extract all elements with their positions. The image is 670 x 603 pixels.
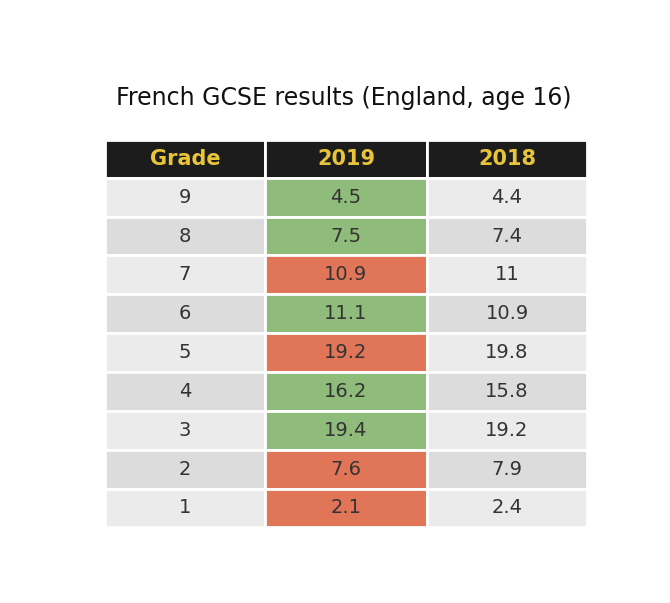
FancyBboxPatch shape — [265, 333, 427, 372]
Text: 19.2: 19.2 — [324, 343, 368, 362]
Text: 4.5: 4.5 — [330, 188, 362, 207]
Text: 9: 9 — [179, 188, 191, 207]
Text: 3: 3 — [179, 421, 191, 440]
FancyBboxPatch shape — [105, 488, 265, 528]
FancyBboxPatch shape — [427, 411, 588, 450]
FancyBboxPatch shape — [265, 178, 427, 216]
FancyBboxPatch shape — [105, 333, 265, 372]
Text: 7.5: 7.5 — [330, 227, 362, 245]
Text: 2019: 2019 — [317, 149, 375, 169]
FancyBboxPatch shape — [427, 216, 588, 256]
FancyBboxPatch shape — [265, 411, 427, 450]
Text: 11: 11 — [494, 265, 519, 285]
FancyBboxPatch shape — [265, 294, 427, 333]
Text: 19.4: 19.4 — [324, 421, 368, 440]
Text: 8: 8 — [179, 227, 191, 245]
FancyBboxPatch shape — [427, 488, 588, 528]
Text: 4: 4 — [179, 382, 191, 401]
FancyBboxPatch shape — [265, 216, 427, 256]
Text: 5: 5 — [179, 343, 191, 362]
FancyBboxPatch shape — [427, 333, 588, 372]
Text: 10.9: 10.9 — [324, 265, 368, 285]
FancyBboxPatch shape — [427, 372, 588, 411]
Text: 7.9: 7.9 — [492, 459, 523, 479]
Text: Grade: Grade — [149, 149, 220, 169]
FancyBboxPatch shape — [265, 450, 427, 488]
Text: 4.4: 4.4 — [492, 188, 523, 207]
Text: 1: 1 — [179, 499, 191, 517]
Text: 19.2: 19.2 — [485, 421, 529, 440]
Text: 2.1: 2.1 — [330, 499, 362, 517]
FancyBboxPatch shape — [265, 256, 427, 294]
Text: 6: 6 — [179, 305, 191, 323]
FancyBboxPatch shape — [105, 450, 265, 488]
FancyBboxPatch shape — [265, 140, 427, 178]
Text: 10.9: 10.9 — [485, 305, 529, 323]
Text: 19.8: 19.8 — [485, 343, 529, 362]
FancyBboxPatch shape — [427, 450, 588, 488]
FancyBboxPatch shape — [427, 256, 588, 294]
Text: 7: 7 — [179, 265, 191, 285]
FancyBboxPatch shape — [105, 178, 265, 216]
Text: French GCSE results (England, age 16): French GCSE results (England, age 16) — [116, 86, 571, 110]
FancyBboxPatch shape — [265, 372, 427, 411]
FancyBboxPatch shape — [427, 140, 588, 178]
FancyBboxPatch shape — [105, 216, 265, 256]
Text: 7.4: 7.4 — [492, 227, 523, 245]
FancyBboxPatch shape — [105, 140, 265, 178]
FancyBboxPatch shape — [105, 256, 265, 294]
Text: 2: 2 — [179, 459, 191, 479]
FancyBboxPatch shape — [105, 411, 265, 450]
Text: 11.1: 11.1 — [324, 305, 368, 323]
Text: 15.8: 15.8 — [485, 382, 529, 401]
FancyBboxPatch shape — [105, 372, 265, 411]
Text: 2018: 2018 — [478, 149, 536, 169]
FancyBboxPatch shape — [427, 178, 588, 216]
Text: 7.6: 7.6 — [330, 459, 362, 479]
FancyBboxPatch shape — [265, 488, 427, 528]
FancyBboxPatch shape — [427, 294, 588, 333]
FancyBboxPatch shape — [105, 294, 265, 333]
Text: 2.4: 2.4 — [492, 499, 523, 517]
Text: 16.2: 16.2 — [324, 382, 368, 401]
